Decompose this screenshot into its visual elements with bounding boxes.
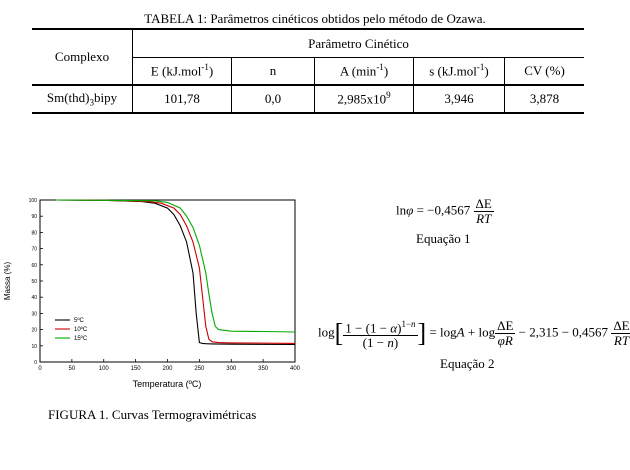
y-tick-label: 100 xyxy=(29,198,38,204)
plot-frame xyxy=(39,199,296,363)
eq1-lhs: lnφ xyxy=(396,202,414,218)
col-header-e: E (kJ.mol-1) xyxy=(132,57,232,86)
col-header-cv: CV (%) xyxy=(504,57,584,86)
x-tick-label: 100 xyxy=(99,366,110,372)
x-tick-label: 350 xyxy=(258,366,269,372)
tg-chart: 0 10 20 30 40 50 60 70 80 90 100 0 50 100 150 200 250 30… xyxy=(3,198,301,389)
series-line xyxy=(55,199,296,344)
y-tick-label: 0 xyxy=(34,360,37,366)
eq2-den2: φR xyxy=(497,333,513,349)
x-tick-label: 50 xyxy=(69,366,76,372)
x-tick-label: 0 xyxy=(38,366,42,372)
eq2-fraction-3: ΔE RT xyxy=(611,319,630,348)
eq2-num2: ΔE xyxy=(495,318,516,335)
cell-n: 0,0 xyxy=(231,85,315,114)
legend-label: 5ºC xyxy=(74,317,85,324)
eq2-den1: (1 − n) xyxy=(362,335,399,351)
eq2-rhs1: = logA + log xyxy=(429,324,496,340)
y-tick-label: 80 xyxy=(31,230,37,236)
y-tick-label: 40 xyxy=(31,295,37,301)
y-tick-label: 50 xyxy=(31,279,37,285)
y-tick-label: 20 xyxy=(31,328,37,334)
equation-1: lnφ = −0,4567 ΔE RT xyxy=(396,196,494,226)
y-tick-label: 60 xyxy=(31,263,37,269)
x-tick-label: 200 xyxy=(162,366,173,372)
col-header-s: s (kJ.mol-1) xyxy=(413,57,505,86)
x-tick-label: 150 xyxy=(131,366,142,372)
cell-a: 2,985x109 xyxy=(314,85,414,114)
equation-2-label: Equação 2 xyxy=(440,356,495,371)
group-header: Parâmetro Cinético xyxy=(132,28,584,58)
y-tick-label: 10 xyxy=(31,344,37,350)
eq1-coef: −0,4567 xyxy=(427,202,471,218)
x-tick-label: 250 xyxy=(194,366,205,372)
col-header-complexo: Complexo xyxy=(32,28,133,86)
eq2-fraction-1: 1 − (1 − α)1−n (1 − n) xyxy=(343,317,418,351)
y-tick-label: 30 xyxy=(31,311,37,317)
series-line xyxy=(55,199,296,346)
eq2-fraction-2: ΔE φR xyxy=(495,318,516,349)
table-caption: TABELA 1: Parâmetros cinéticos obtidos p… xyxy=(144,11,486,26)
cell-complex: Sm(thd)3bipy xyxy=(32,85,133,114)
eq2-rhs2: − 2,315 − 0,4567 xyxy=(518,324,609,340)
eq2-num3: ΔE xyxy=(611,318,630,335)
y-axis-label: Massa (%) xyxy=(3,262,12,301)
series-line xyxy=(55,199,296,333)
cell-s: 3,946 xyxy=(413,85,505,114)
legend-label: 10ºC xyxy=(74,326,88,333)
x-axis-label: Temperatura (ºC) xyxy=(133,379,202,389)
equation-1-label: Equação 1 xyxy=(416,231,471,246)
x-tick-label: 300 xyxy=(226,366,237,372)
legend-label: 15ºC xyxy=(74,335,88,342)
eq1-den: RT xyxy=(476,211,492,226)
y-tick-label: 90 xyxy=(31,214,37,220)
col-header-a: A (min-1) xyxy=(314,57,414,86)
eq2-den3: RT xyxy=(613,333,630,349)
eq1-fraction: ΔE RT xyxy=(473,196,494,226)
x-tick-label: 400 xyxy=(290,366,301,372)
eq2-num1: 1 − (1 − α)1−n xyxy=(343,319,418,337)
equation-2: log[ 1 − (1 − α)1−n (1 − n) ] = logA + l… xyxy=(318,317,630,351)
eq1-num: ΔE xyxy=(473,196,494,212)
y-tick-label: 70 xyxy=(31,247,37,253)
figure-caption: FIGURA 1. Curvas Termogravimétricas xyxy=(48,407,257,422)
cell-e: 101,78 xyxy=(132,85,232,114)
kinetic-table: Complexo Parâmetro Cinético E (kJ.mol-1)… xyxy=(32,28,584,114)
cell-cv: 3,878 xyxy=(504,85,584,114)
col-header-n: n xyxy=(231,57,315,86)
